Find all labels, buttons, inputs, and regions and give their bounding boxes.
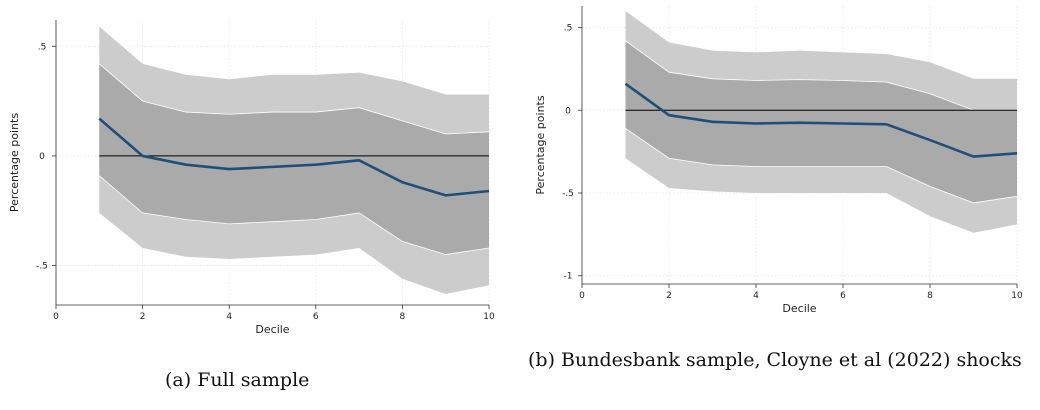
caption-b: (b) Bundesbank sample, Cloyne et al (202… (528, 349, 1022, 371)
estimate-line (98, 117, 490, 197)
x-tick-label: 8 (927, 291, 933, 301)
x-tick-label: 6 (313, 312, 319, 322)
estimate-line (624, 82, 1018, 158)
y-tick-label: 0 (565, 106, 571, 116)
inner-band-lower-edge (625, 128, 1018, 204)
y-tick-label: -1 (564, 272, 573, 282)
x-tick-label: 10 (1011, 291, 1023, 301)
inner-confidence-band (99, 63, 490, 255)
caption-a: (a) Full sample (165, 369, 310, 391)
inner-band-lower-edge (99, 175, 490, 255)
chart-bundesbank-sample: -1 -.5 0 .5 0 2 4 6 8 10 Decile Percentage points (534, 6, 1023, 315)
y-tick-label: -.5 (36, 262, 48, 272)
inner-band-upper-edge (625, 40, 1017, 111)
x-tick-label: 0 (53, 312, 59, 322)
y-axis-title: Percentage points (534, 95, 547, 194)
x-axis-title: Decile (782, 302, 816, 315)
y-tick-label: -.5 (562, 189, 574, 199)
y-axis-title: Percentage points (8, 113, 21, 212)
x-tick-label: 8 (400, 312, 406, 322)
x-axis-title: Decile (255, 323, 289, 336)
x-tick-label: 2 (140, 312, 146, 322)
x-tick-label: 2 (666, 291, 672, 301)
y-tick-label: .5 (564, 24, 573, 34)
y-tick-label: 0 (39, 152, 45, 162)
x-tick-label: 4 (753, 291, 759, 301)
y-tick-label: .5 (38, 42, 47, 52)
x-tick-label: 0 (579, 291, 585, 301)
x-tick-label: 10 (483, 312, 495, 322)
x-tick-label: 4 (226, 312, 232, 322)
inner-band-upper-edge (99, 63, 490, 135)
chart-full-sample: -.5 0 .5 0 2 4 6 8 10 Decile Percentage points (8, 20, 495, 336)
x-tick-label: 6 (840, 291, 846, 301)
